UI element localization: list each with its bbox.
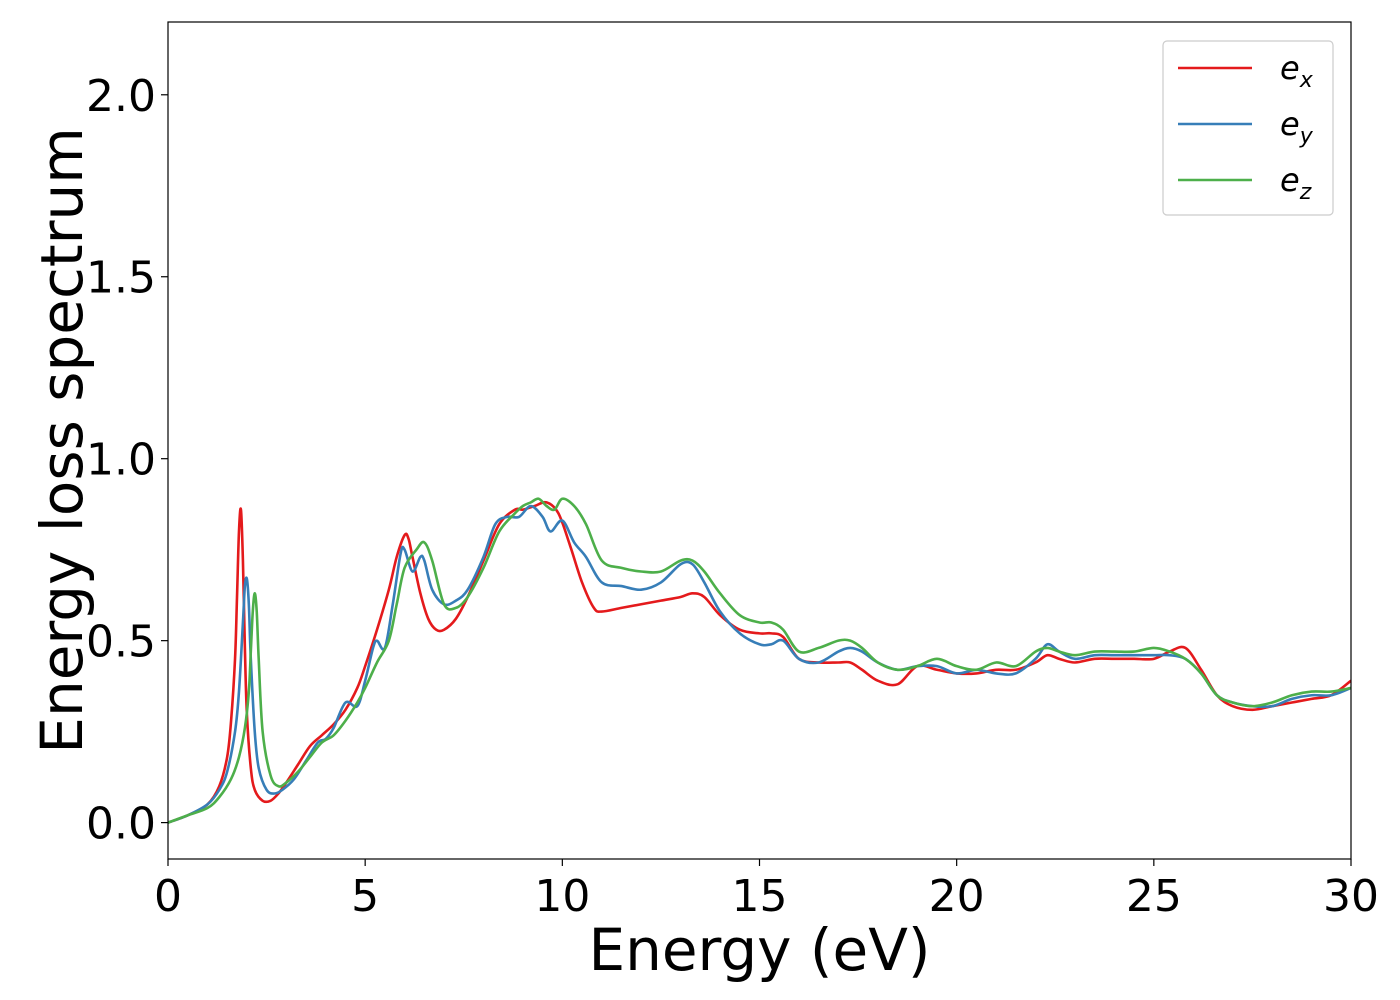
y-axis-ticks: 0.0 0.5 1.0 1.5 2.0 bbox=[86, 71, 168, 850]
x-tick-label: 15 bbox=[732, 871, 788, 922]
legend: ex ey ez bbox=[1162, 40, 1334, 216]
legend-label-z: ez bbox=[1280, 161, 1312, 205]
y-tick-label: 0.5 bbox=[86, 617, 156, 668]
series-line-y bbox=[168, 504, 1351, 824]
legend-label-x: ex bbox=[1280, 49, 1314, 93]
y-tick-label: 2.0 bbox=[86, 71, 156, 122]
series-layer bbox=[168, 497, 1351, 824]
x-tick-label: 20 bbox=[929, 871, 985, 922]
x-tick-label: 0 bbox=[154, 871, 182, 922]
legend-label-y: ey bbox=[1280, 105, 1314, 149]
x-axis-ticks: 0 5 10 15 20 25 30 bbox=[154, 859, 1379, 922]
y-tick-label: 1.0 bbox=[86, 435, 156, 486]
y-tick-label: 1.5 bbox=[86, 253, 156, 304]
y-tick-label: 0.0 bbox=[86, 799, 156, 850]
x-tick-label: 5 bbox=[351, 871, 379, 922]
legend-box bbox=[1162, 40, 1334, 216]
x-tick-label: 25 bbox=[1126, 871, 1182, 922]
x-axis-title: Energy (eV) bbox=[588, 916, 930, 984]
series-line-z bbox=[168, 497, 1351, 824]
x-tick-label: 10 bbox=[534, 871, 590, 922]
y-axis-title: Energy loss spectrum bbox=[28, 127, 96, 753]
series-line-x bbox=[168, 500, 1351, 824]
x-tick-label: 30 bbox=[1323, 871, 1379, 922]
